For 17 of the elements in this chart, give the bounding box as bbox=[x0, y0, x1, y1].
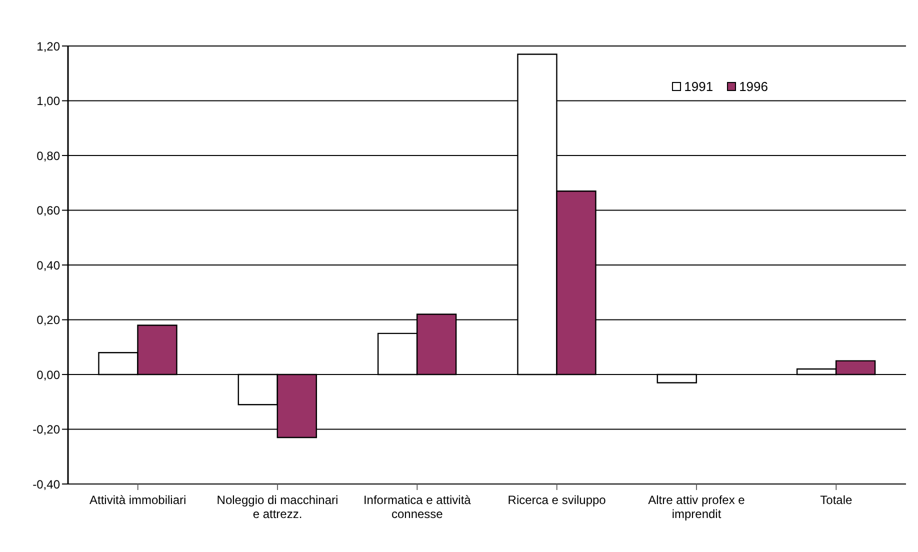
x-tick-label: Informatica e attività connesse bbox=[363, 493, 472, 521]
y-tick-label: -0,40 bbox=[32, 477, 60, 492]
y-tick-label: -0,20 bbox=[32, 422, 60, 437]
x-tick-label: Altre attiv profex e imprendit bbox=[648, 493, 746, 521]
legend-label: 1991 bbox=[684, 79, 714, 94]
x-tick-label: Totale bbox=[820, 493, 852, 507]
x-tick-label: Noleggio di macchinari e attrezz. bbox=[216, 493, 338, 521]
y-tick-label: 0,40 bbox=[36, 258, 60, 272]
x-tick-label: Attività immobiliari bbox=[89, 493, 186, 507]
y-tick-label: 0,00 bbox=[36, 368, 60, 382]
legend-label: 1996 bbox=[739, 79, 768, 94]
y-tick-label: 0,60 bbox=[36, 204, 60, 218]
y-tick-label: 1,00 bbox=[36, 94, 60, 108]
y-tick-label: 0,80 bbox=[36, 148, 60, 163]
y-tick-label: 0,20 bbox=[36, 313, 60, 328]
x-tick-label: Ricerca e sviluppo bbox=[508, 493, 606, 507]
y-tick-label: 1,20 bbox=[36, 39, 60, 54]
